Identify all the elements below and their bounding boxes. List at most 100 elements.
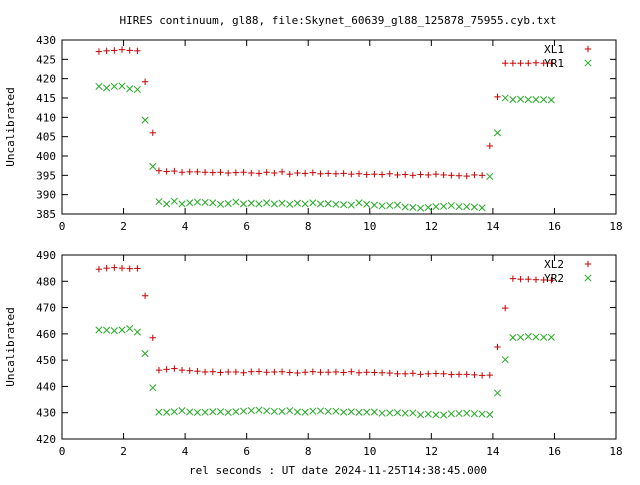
data-point (478, 204, 486, 212)
data-point (517, 95, 525, 103)
data-point (247, 199, 255, 207)
data-point (525, 275, 532, 283)
data-point (532, 59, 540, 67)
data-point (509, 60, 517, 67)
data-point (478, 372, 486, 379)
data-point (370, 201, 378, 209)
data-point (225, 169, 232, 177)
data-point (194, 168, 201, 176)
data-point (455, 203, 463, 211)
y-tick-label: 490 (36, 249, 56, 262)
data-point (224, 200, 232, 208)
data-point (316, 200, 325, 208)
data-point (447, 201, 455, 210)
data-point (501, 94, 509, 102)
data-point (463, 371, 470, 378)
data-point (193, 198, 201, 206)
data-point (325, 369, 332, 376)
data-point (309, 407, 317, 415)
data-point (118, 82, 126, 90)
legend-label: YR1 (544, 57, 564, 70)
data-point (540, 95, 548, 104)
data-point (486, 142, 494, 150)
data-point (386, 409, 394, 417)
data-point (401, 409, 409, 417)
data-point (317, 369, 324, 376)
data-point (248, 169, 255, 177)
y-axis-label: Uncalibrated (4, 307, 17, 386)
data-point (355, 408, 363, 417)
data-point (417, 371, 424, 378)
data-point (548, 277, 555, 284)
data-point (540, 333, 548, 341)
data-point (463, 203, 471, 211)
data-point (432, 370, 440, 377)
data-point (155, 366, 163, 374)
legend-label: XL1 (544, 43, 564, 56)
data-point (103, 47, 110, 55)
x-tick-label: 14 (486, 445, 500, 458)
data-point (440, 411, 448, 419)
data-point (103, 264, 110, 272)
plot-frame (61, 254, 617, 440)
y-tick-label: 430 (36, 407, 56, 420)
y-tick-label: 395 (36, 169, 56, 182)
data-point (363, 171, 370, 178)
data-point (178, 366, 186, 374)
data-point (111, 264, 118, 271)
data-point (517, 275, 524, 283)
data-point (409, 409, 417, 417)
data-point (278, 368, 286, 375)
y-tick-label: 415 (36, 92, 56, 105)
data-point (255, 170, 263, 177)
x-tick-label: 4 (182, 220, 189, 233)
data-point (301, 170, 309, 177)
data-point (371, 170, 378, 178)
data-point (149, 129, 156, 136)
x-tick-label: 4 (182, 445, 189, 458)
data-point (155, 408, 163, 416)
data-point (486, 371, 494, 379)
data-point (126, 85, 134, 93)
data-point (178, 407, 186, 415)
data-point (455, 409, 463, 418)
data-point (163, 168, 170, 175)
data-point (170, 408, 178, 416)
data-point (309, 199, 317, 207)
data-point (332, 407, 340, 415)
chart-title: HIRES continuum, gl88, file:Skynet_60639… (119, 14, 556, 27)
data-point (463, 409, 471, 417)
data-point (118, 264, 126, 272)
data-point (278, 407, 286, 415)
x-tick-label: 10 (363, 445, 376, 458)
data-point (216, 200, 225, 208)
data-point (440, 370, 447, 378)
x-tick-label: 12 (425, 220, 438, 233)
x-tick-label: 6 (243, 220, 250, 233)
data-point (225, 368, 232, 376)
data-point (347, 201, 355, 209)
data-point (103, 326, 111, 334)
x-tick-label: 0 (59, 445, 66, 458)
data-point (394, 370, 401, 378)
data-point (163, 366, 170, 373)
data-point (486, 411, 494, 419)
data-point (170, 197, 178, 205)
data-point (255, 200, 263, 208)
data-point (286, 407, 294, 415)
data-point (471, 371, 478, 379)
data-point (163, 408, 171, 417)
data-point (378, 369, 386, 376)
data-point (149, 162, 157, 170)
x-tick-label: 14 (486, 220, 500, 233)
y-tick-label: 460 (36, 328, 56, 341)
data-point (278, 199, 286, 207)
data-point (163, 200, 171, 208)
data-point (370, 408, 378, 416)
x-tick-label: 18 (609, 445, 622, 458)
y-tick-label: 430 (36, 34, 56, 47)
data-point (432, 203, 440, 211)
data-point (271, 368, 278, 376)
data-point (486, 172, 494, 181)
legend-marker (584, 260, 592, 268)
